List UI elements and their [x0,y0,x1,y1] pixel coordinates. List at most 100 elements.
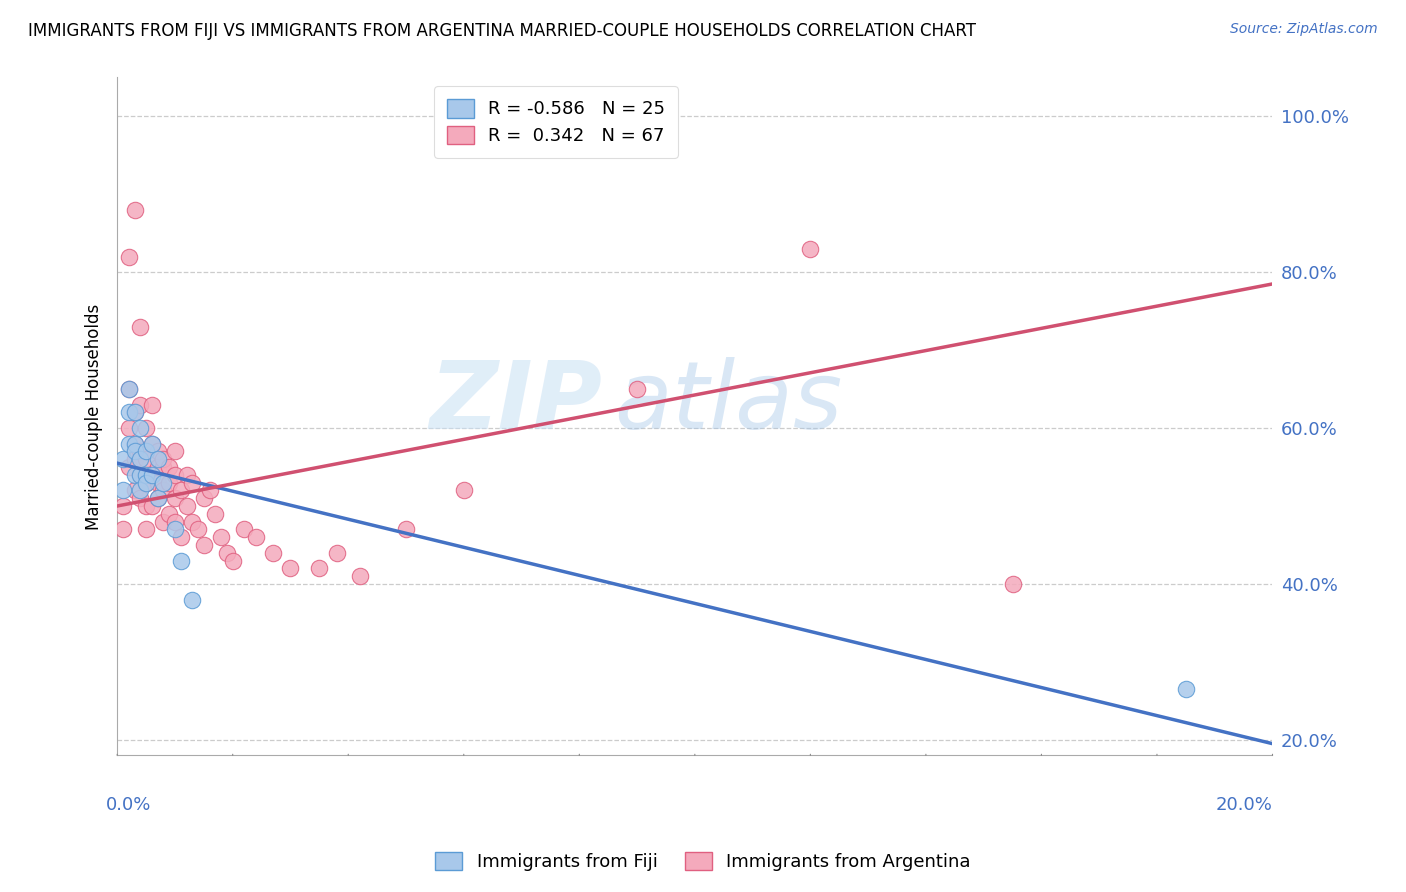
Text: ZIP: ZIP [430,357,602,449]
Y-axis label: Married-couple Households: Married-couple Households [86,303,103,530]
Point [118,460,141,475]
Point [198,483,221,498]
Point [146,452,169,467]
Point [152,452,174,467]
Point [181,592,204,607]
Point [349,569,371,583]
Legend: Immigrants from Fiji, Immigrants from Argentina: Immigrants from Fiji, Immigrants from Ar… [427,845,979,879]
Point [163,522,186,536]
Point [163,491,186,506]
Point [118,250,141,264]
Point [135,452,157,467]
Text: IMMIGRANTS FROM FIJI VS IMMIGRANTS FROM ARGENTINA MARRIED-COUPLE HOUSEHOLDS CORR: IMMIGRANTS FROM FIJI VS IMMIGRANTS FROM … [28,22,976,40]
Point [129,398,152,412]
Point [1001,577,1024,591]
Point [395,522,418,536]
Point [135,499,157,513]
Point [135,467,157,482]
Point [308,561,330,575]
Point [280,561,302,575]
Text: 0.0%: 0.0% [105,796,150,814]
Point [111,483,134,498]
Point [157,460,180,475]
Point [176,499,198,513]
Point [215,546,238,560]
Point [129,444,152,458]
Point [453,483,475,498]
Point [124,483,146,498]
Point [135,475,157,490]
Point [152,515,174,529]
Point [124,202,146,217]
Point [193,491,215,506]
Point [245,530,267,544]
Point [146,491,169,506]
Point [152,475,174,490]
Point [124,467,146,482]
Point [222,553,245,567]
Point [124,405,146,419]
Point [181,515,204,529]
Point [163,515,186,529]
Point [111,499,134,513]
Point [141,436,163,450]
Text: Source: ZipAtlas.com: Source: ZipAtlas.com [1230,22,1378,37]
Point [135,522,157,536]
Point [124,436,146,450]
Point [129,467,152,482]
Point [157,475,180,490]
Point [262,546,284,560]
Point [141,499,163,513]
Point [146,475,169,490]
Point [124,444,146,458]
Point [141,398,163,412]
Point [141,467,163,482]
Point [124,405,146,419]
Point [204,507,226,521]
Point [111,522,134,536]
Point [187,522,209,536]
Point [129,467,152,482]
Point [129,491,152,506]
Point [118,436,141,450]
Point [170,530,193,544]
Point [157,507,180,521]
Point [1174,682,1197,697]
Point [233,522,256,536]
Point [135,475,157,490]
Point [135,475,157,490]
Point [146,444,169,458]
Point [152,460,174,475]
Point [141,467,163,482]
Point [111,452,134,467]
Point [124,452,146,467]
Text: 20.0%: 20.0% [1216,796,1272,814]
Point [118,405,141,419]
Point [129,319,152,334]
Point [626,382,648,396]
Point [152,483,174,498]
Point [176,467,198,482]
Text: atlas: atlas [614,358,842,449]
Legend: R = -0.586   N = 25, R =  0.342   N = 67: R = -0.586 N = 25, R = 0.342 N = 67 [434,87,678,158]
Point [181,475,204,490]
Point [118,382,141,396]
Point [124,436,146,450]
Point [129,452,152,467]
Point [135,444,157,458]
Point [193,538,215,552]
Point [163,444,186,458]
Point [118,382,141,396]
Point [129,421,152,435]
Point [129,483,152,498]
Point [163,467,186,482]
Point [135,421,157,435]
Point [325,546,347,560]
Point [209,530,232,544]
Point [799,242,821,256]
Point [170,553,193,567]
Point [170,483,193,498]
Point [146,460,169,475]
Point [146,491,169,506]
Point [118,421,141,435]
